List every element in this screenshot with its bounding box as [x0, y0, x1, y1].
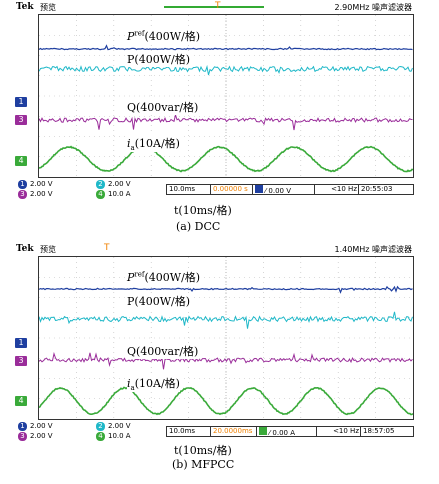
grid — [39, 257, 413, 419]
ch1-marker[interactable]: 1 — [15, 97, 27, 107]
ch3-marker[interactable]: 3 — [15, 356, 27, 366]
p-trace — [39, 311, 413, 329]
trigger-readout: ⁄ 0.00 A — [256, 426, 318, 437]
waveform-svg — [39, 15, 413, 177]
trigger-icon: T — [215, 1, 221, 11]
sample-rate: 1.40MHz 噪声滤波器 — [334, 245, 412, 254]
ch3-marker[interactable]: 3 — [15, 115, 27, 125]
q-trace — [39, 112, 413, 131]
timebase-readout: 10.0ms — [166, 426, 212, 437]
i-label: ia(10A/格) — [127, 135, 180, 153]
frequency-readout: <10 Hz — [314, 184, 360, 195]
q-label: Q(400var/格) — [127, 343, 199, 359]
timebase-readout: 10.0ms — [166, 184, 212, 195]
trigger-source-icon — [255, 185, 263, 193]
ch3-readout: 3 2.00 V — [16, 432, 55, 441]
pref-label: Pref(400W/格) — [127, 28, 201, 44]
ch2-readout: 2 2.00 V — [94, 180, 133, 189]
ch3-readout: 3 2.00 V — [16, 190, 55, 199]
rising-edge-icon: ⁄ — [265, 187, 267, 195]
i-trace — [39, 386, 413, 416]
trigger-icon: T — [104, 243, 110, 253]
caption: (a) DCC — [176, 220, 221, 233]
brand-logo: Tek — [16, 244, 34, 254]
x-axis-label: t(10ms/格) — [174, 444, 232, 457]
q-trace — [39, 351, 413, 370]
pref-label: Pref(400W/格) — [127, 269, 201, 285]
trigger-source-icon — [259, 427, 267, 435]
status-bar: Tek 预览 T 1.40MHz 噪声滤波器 — [14, 242, 414, 256]
i-trace — [39, 145, 413, 173]
grid — [39, 15, 413, 177]
ch1-readout: 1 2.00 V — [16, 422, 55, 431]
p-label: P(400W/格) — [127, 293, 190, 309]
readout-bar: 1 2.00 V 3 2.00 V 2 2.00 V 4 10.0 A 10.0ms 2… — [14, 422, 414, 444]
status-bar: Tek 预览 T 2.90MHz 噪声滤波器 — [14, 0, 414, 14]
pref-trace — [39, 285, 413, 294]
waveform-svg — [39, 257, 413, 419]
clock-readout: 18:57:05 — [360, 426, 414, 437]
trigger-readout: ⁄ 0.00 V — [252, 184, 316, 195]
x-axis-label: t(10ms/格) — [174, 204, 232, 217]
clock-readout: 20:55:03 — [358, 184, 414, 195]
ch4-marker[interactable]: 4 — [15, 156, 27, 166]
record-length-bar — [164, 6, 264, 8]
ch4-readout: 4 10.0 A — [94, 190, 133, 199]
ch4-readout: 4 10.0 A — [94, 432, 133, 441]
offset-readout: 0.00000 s — [210, 184, 254, 195]
frequency-readout: <10 Hz — [316, 426, 362, 437]
sample-rate: 2.90MHz 噪声滤波器 — [334, 3, 412, 12]
offset-readout: 20.0000ms — [210, 426, 258, 437]
q-label: Q(400var/格) — [127, 99, 199, 115]
caption: (b) MFPCC — [172, 458, 235, 471]
waveform-display[interactable]: Pref(400W/格) P(400W/格) Q(400var/格) ia(10… — [38, 14, 414, 178]
mode-label: 预览 — [40, 3, 56, 12]
waveform-display[interactable]: Pref(400W/格) P(400W/格) Q(400var/格) ia(10… — [38, 256, 414, 420]
readout-bar: 1 2.00 V 3 2.00 V 2 2.00 V 4 10.0 A 10.0ms 0… — [14, 180, 414, 202]
p-trace — [39, 64, 413, 76]
pref-trace — [39, 44, 413, 51]
i-label: ia(10A/格) — [127, 375, 180, 393]
brand-logo: Tek — [16, 2, 34, 12]
ch1-marker[interactable]: 1 — [15, 338, 27, 348]
ch2-readout: 2 2.00 V — [94, 422, 133, 431]
mode-label: 预览 — [40, 245, 56, 254]
ch1-readout: 1 2.00 V — [16, 180, 55, 189]
ch4-marker[interactable]: 4 — [15, 396, 27, 406]
rising-edge-icon: ⁄ — [269, 429, 271, 437]
p-label: P(400W/格) — [127, 51, 190, 67]
